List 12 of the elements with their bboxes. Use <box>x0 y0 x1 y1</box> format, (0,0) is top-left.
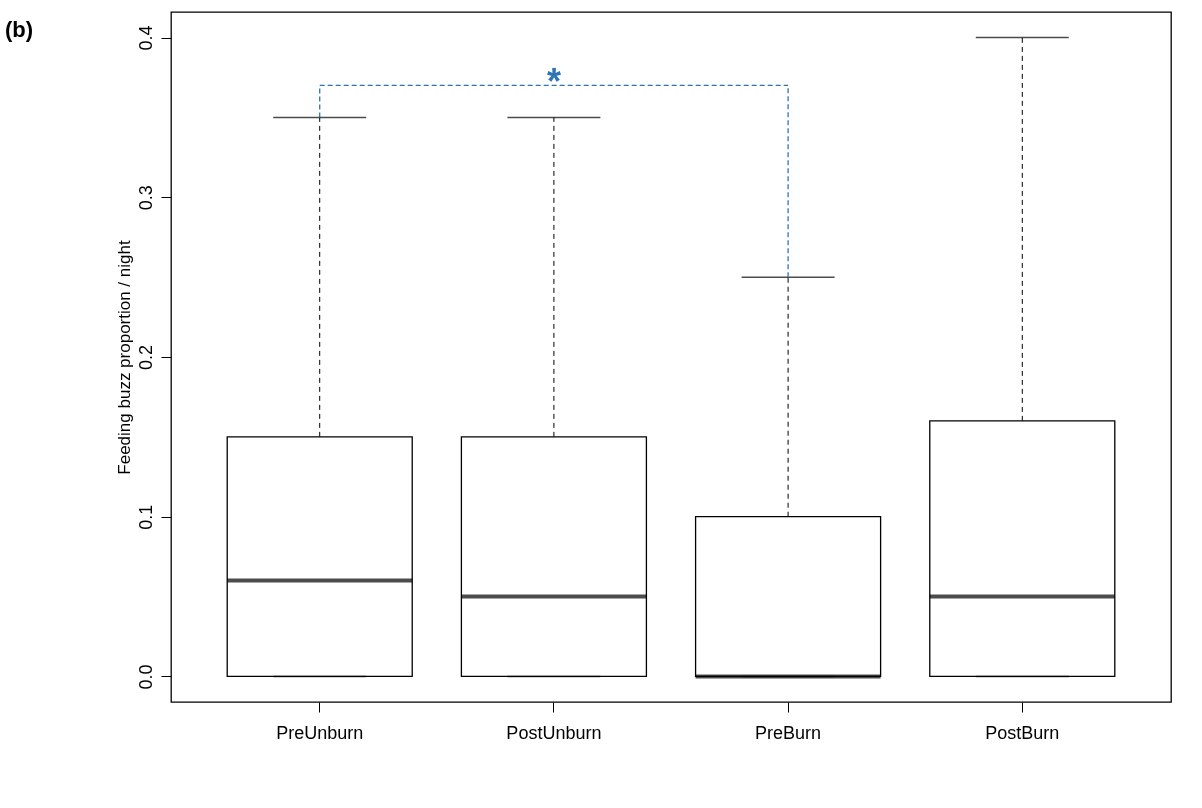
y-tick-label: 0.3 <box>135 185 156 211</box>
chart-title: (b) <box>5 17 34 42</box>
annotation: * <box>546 61 561 103</box>
y-tick-label: 0.1 <box>135 504 156 530</box>
x-tick-label: PostBurn <box>985 722 1060 743</box>
y-axis-title: Feeding buzz proportion / night <box>114 240 134 475</box>
x-tick-label: PreUnburn <box>276 722 364 743</box>
y-tick-label: 0.4 <box>135 25 156 51</box>
x-tick-label: PostUnburn <box>506 722 602 743</box>
y-tick-label: 0.0 <box>135 664 156 690</box>
x-tick-label: PreBurn <box>755 722 822 743</box>
y-tick-label: 0.2 <box>135 344 156 371</box>
